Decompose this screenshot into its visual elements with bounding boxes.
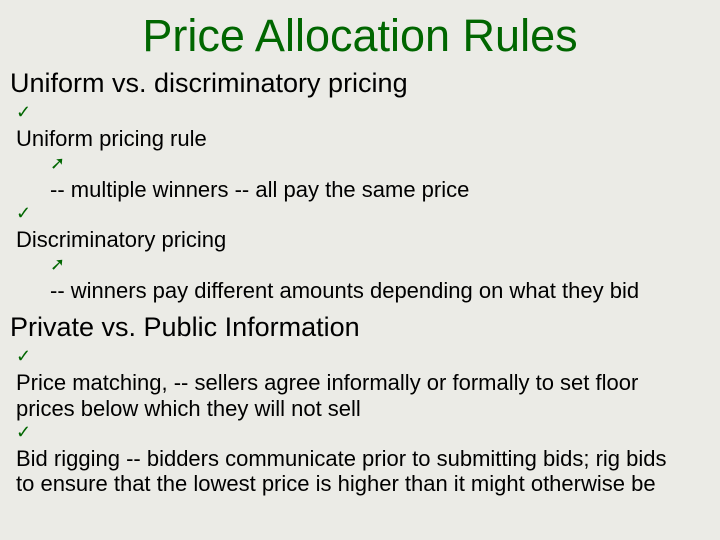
sub-bullet-discriminatory: ➚ -- winners pay different amounts depen… xyxy=(50,253,710,304)
bullet-text: -- winners pay different amounts dependi… xyxy=(50,278,684,303)
section-heading-2: Private vs. Public Information xyxy=(10,313,710,343)
check-icon: ✓ xyxy=(16,345,38,368)
check-icon: ✓ xyxy=(16,202,38,225)
bullet-text: -- multiple winners -- all pay the same … xyxy=(50,177,684,202)
check-icon: ✓ xyxy=(16,101,38,124)
slide-title: Price Allocation Rules xyxy=(10,12,710,59)
section-heading-1: Uniform vs. discriminatory pricing xyxy=(10,69,710,99)
bullet-text: Bid rigging -- bidders communicate prior… xyxy=(16,446,684,497)
arrow-icon: ➚ xyxy=(50,253,72,276)
bullet-text: Discriminatory pricing xyxy=(16,227,684,252)
bullet-text: Uniform pricing rule xyxy=(16,126,684,151)
bullet-text: Price matching, -- sellers agree informa… xyxy=(16,370,684,421)
bullet-item-discriminatory: ✓ Discriminatory pricing xyxy=(16,202,710,253)
check-icon: ✓ xyxy=(16,421,38,444)
sub-bullet-uniform: ➚ -- multiple winners -- all pay the sam… xyxy=(50,152,710,203)
bullet-item-uniform: ✓ Uniform pricing rule xyxy=(16,101,710,152)
arrow-icon: ➚ xyxy=(50,152,72,175)
bullet-item-bid-rigging: ✓ Bid rigging -- bidders communicate pri… xyxy=(16,421,710,497)
bullet-item-price-matching: ✓ Price matching, -- sellers agree infor… xyxy=(16,345,710,421)
slide-container: Price Allocation Rules Uniform vs. discr… xyxy=(0,0,720,540)
